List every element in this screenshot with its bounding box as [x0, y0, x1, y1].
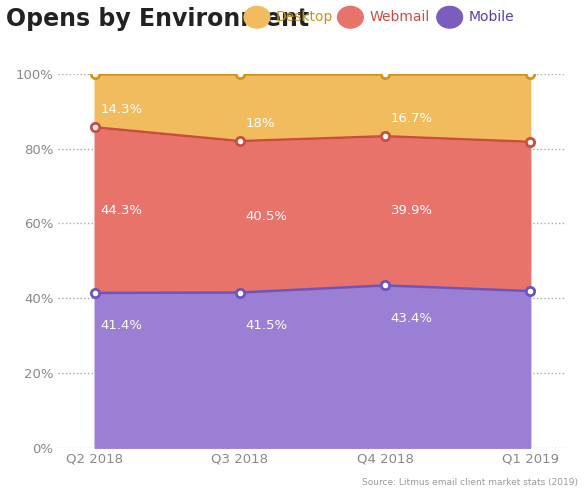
Text: 16.7%: 16.7% [391, 112, 433, 125]
Text: 18.2%: 18.2% [536, 118, 578, 131]
Text: 44.3%: 44.3% [100, 204, 142, 216]
Text: Desktop: Desktop [276, 10, 333, 24]
Text: Source: Litmus email client market stats (2019): Source: Litmus email client market stats… [362, 478, 578, 487]
Text: 18%: 18% [246, 117, 275, 130]
Text: 41.9%: 41.9% [536, 317, 578, 330]
Text: 14.3%: 14.3% [100, 103, 142, 116]
Text: 43.4%: 43.4% [391, 311, 433, 325]
Text: 39.9%: 39.9% [391, 204, 433, 217]
Text: Mobile: Mobile [468, 10, 514, 24]
Text: 41.4%: 41.4% [100, 319, 142, 332]
Text: 39.9%: 39.9% [536, 210, 578, 223]
Text: 41.5%: 41.5% [246, 319, 288, 332]
Text: 40.5%: 40.5% [246, 210, 288, 223]
Text: Opens by Environment: Opens by Environment [6, 7, 309, 31]
Text: Webmail: Webmail [369, 10, 429, 24]
